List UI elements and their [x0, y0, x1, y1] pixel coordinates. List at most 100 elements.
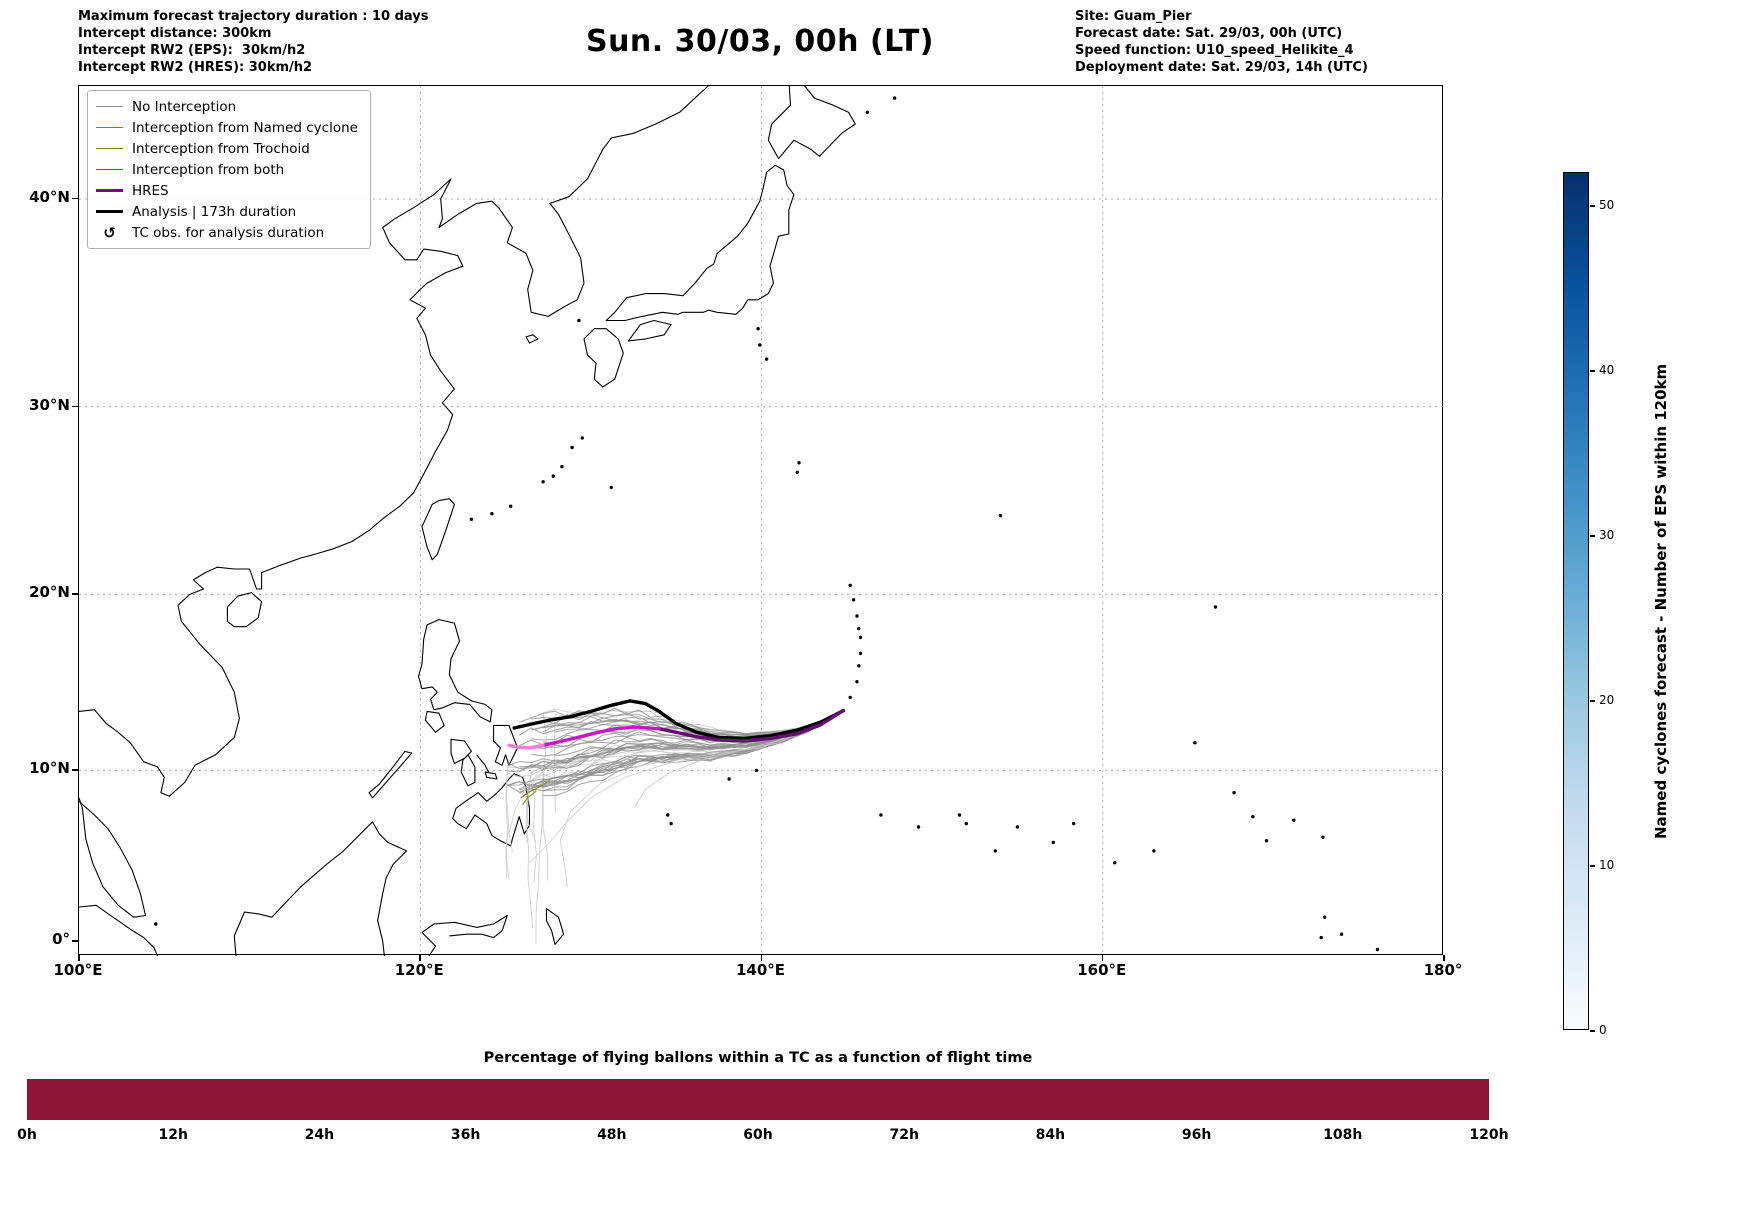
island-dot: [892, 96, 897, 100]
header-left-info: Maximum forecast trajectory duration : 1…: [78, 8, 429, 76]
island-dot: [848, 695, 852, 700]
max-duration-text: Maximum forecast trajectory duration : 1…: [78, 9, 429, 24]
lon-tick-mark: [419, 955, 421, 961]
lat-tick-label: 40°N: [29, 187, 70, 206]
colorbar-tick-mark: [1590, 205, 1595, 207]
island-dot: [1072, 821, 1076, 826]
lat-tick-mark: [72, 769, 78, 771]
eps-outlier-trajectory: [529, 710, 844, 864]
lat-tick-label: 10°N: [29, 759, 70, 778]
lat-tick-mark: [72, 940, 78, 942]
forecast-trajectory-map: No Interception Interception from Named c…: [78, 85, 1444, 956]
flight-time-tick-label: 60h: [743, 1127, 773, 1143]
lon-tick-mark: [78, 955, 80, 961]
lon-tick-mark: [1101, 955, 1104, 961]
island-dot: [795, 470, 799, 474]
legend-item: Interception from both: [96, 159, 358, 180]
island-dot: [916, 825, 921, 829]
eps-trajectory: [525, 710, 844, 928]
lon-tick-label: 140°E: [735, 961, 786, 979]
island-dot: [1193, 741, 1197, 745]
coastline: [525, 334, 539, 344]
island-dot: [754, 768, 759, 773]
island-dot: [469, 517, 474, 521]
coastline: [767, 86, 856, 160]
island-dot: [1319, 935, 1323, 940]
island-dot: [964, 821, 968, 826]
island-dot: [541, 480, 545, 484]
lon-tick-mark: [760, 955, 762, 961]
coastline: [493, 724, 519, 766]
flight-time-tick-label: 72h: [889, 1127, 919, 1143]
island-dot: [1321, 835, 1325, 839]
island-dot: [865, 110, 869, 114]
island-dot: [797, 461, 801, 465]
flight-time-tick-label: 120h: [1469, 1127, 1509, 1143]
colorbar-tick-label: 40: [1599, 363, 1615, 377]
flight-time-tick-label: 12h: [158, 1127, 188, 1143]
island-dot: [490, 512, 494, 516]
flight-time-tick-label: 24h: [304, 1127, 335, 1143]
intercept-rw2-eps-text: Intercept RW2 (EPS): 30km/h2: [78, 43, 306, 58]
coastline: [484, 771, 498, 780]
flight-time-chart-title: Percentage of flying ballons within a TC…: [483, 1050, 1033, 1066]
hres-trajectory: [541, 725, 661, 747]
lat-tick-label: 0°: [52, 930, 70, 948]
trochoid-trajectory: [520, 780, 551, 799]
island-dot: [666, 813, 670, 817]
legend-label: HRES: [132, 182, 169, 199]
colorbar-tick-label: 0: [1599, 1023, 1607, 1037]
island-dot: [1232, 791, 1236, 795]
colorbar-tick-mark: [1590, 865, 1595, 867]
island-dot: [669, 821, 673, 826]
island-dot: [560, 464, 564, 469]
coastline: [460, 754, 476, 787]
site-text: Site: Guam_Pier: [1075, 9, 1192, 24]
lat-tick-mark: [72, 405, 78, 408]
legend-item: ↺ TC obs. for analysis duration: [96, 222, 358, 243]
island-dot: [1375, 947, 1380, 952]
island-dot: [1213, 605, 1218, 609]
island-dot: [551, 474, 555, 478]
eps-outlier-trajectory: [525, 759, 558, 843]
island-dot: [727, 777, 731, 781]
coastline: [421, 914, 508, 956]
legend-label: Analysis | 173h duration: [132, 203, 297, 220]
intercept-rw2-hres-text: Intercept RW2 (HRES): 30km/h2: [78, 60, 313, 75]
legend-label: Interception from both: [132, 161, 285, 178]
flight-time-tick-label: 96h: [1181, 1127, 1212, 1143]
island-dot: [857, 626, 861, 631]
lon-tick-label: 180°: [1423, 961, 1463, 979]
legend-line-sample: [96, 210, 123, 213]
colorbar-label: Named cyclones forecast - Number of EPS …: [1652, 363, 1670, 839]
eps-colorbar: [1563, 172, 1589, 1030]
lon-tick-mark: [1443, 955, 1445, 961]
legend-line-sample: [96, 148, 123, 149]
coastline: [421, 498, 455, 561]
island-dot: [580, 436, 584, 440]
island-dot: [855, 614, 859, 618]
tc-obs-symbol-icon: ↺: [103, 223, 116, 242]
island-dot: [879, 813, 883, 817]
lat-tick-label: 30°N: [29, 395, 70, 414]
coastline: [79, 86, 709, 797]
lon-tick-label: 100°E: [53, 961, 103, 979]
legend-item: Interception from Trochoid: [96, 138, 358, 159]
legend-line-sample: [96, 127, 123, 128]
legend-label: No Interception: [132, 98, 237, 115]
island-dot: [858, 651, 863, 656]
island-dot: [858, 635, 863, 640]
flight-time-tick-label: 36h: [450, 1127, 481, 1143]
legend-item: Analysis | 173h duration: [96, 201, 358, 222]
coastline: [627, 319, 672, 342]
coastline: [226, 592, 263, 628]
island-dot: [855, 680, 859, 684]
island-dot: [957, 813, 962, 817]
eps-trajectory: [542, 710, 844, 792]
colorbar-tick-label: 30: [1599, 528, 1615, 542]
flight-time-tick-label: 84h: [1035, 1127, 1066, 1143]
legend-item: No Interception: [96, 96, 358, 117]
colorbar-tick-mark: [1590, 700, 1595, 702]
coastline: [476, 754, 489, 773]
legend-line-sample: [96, 169, 123, 170]
